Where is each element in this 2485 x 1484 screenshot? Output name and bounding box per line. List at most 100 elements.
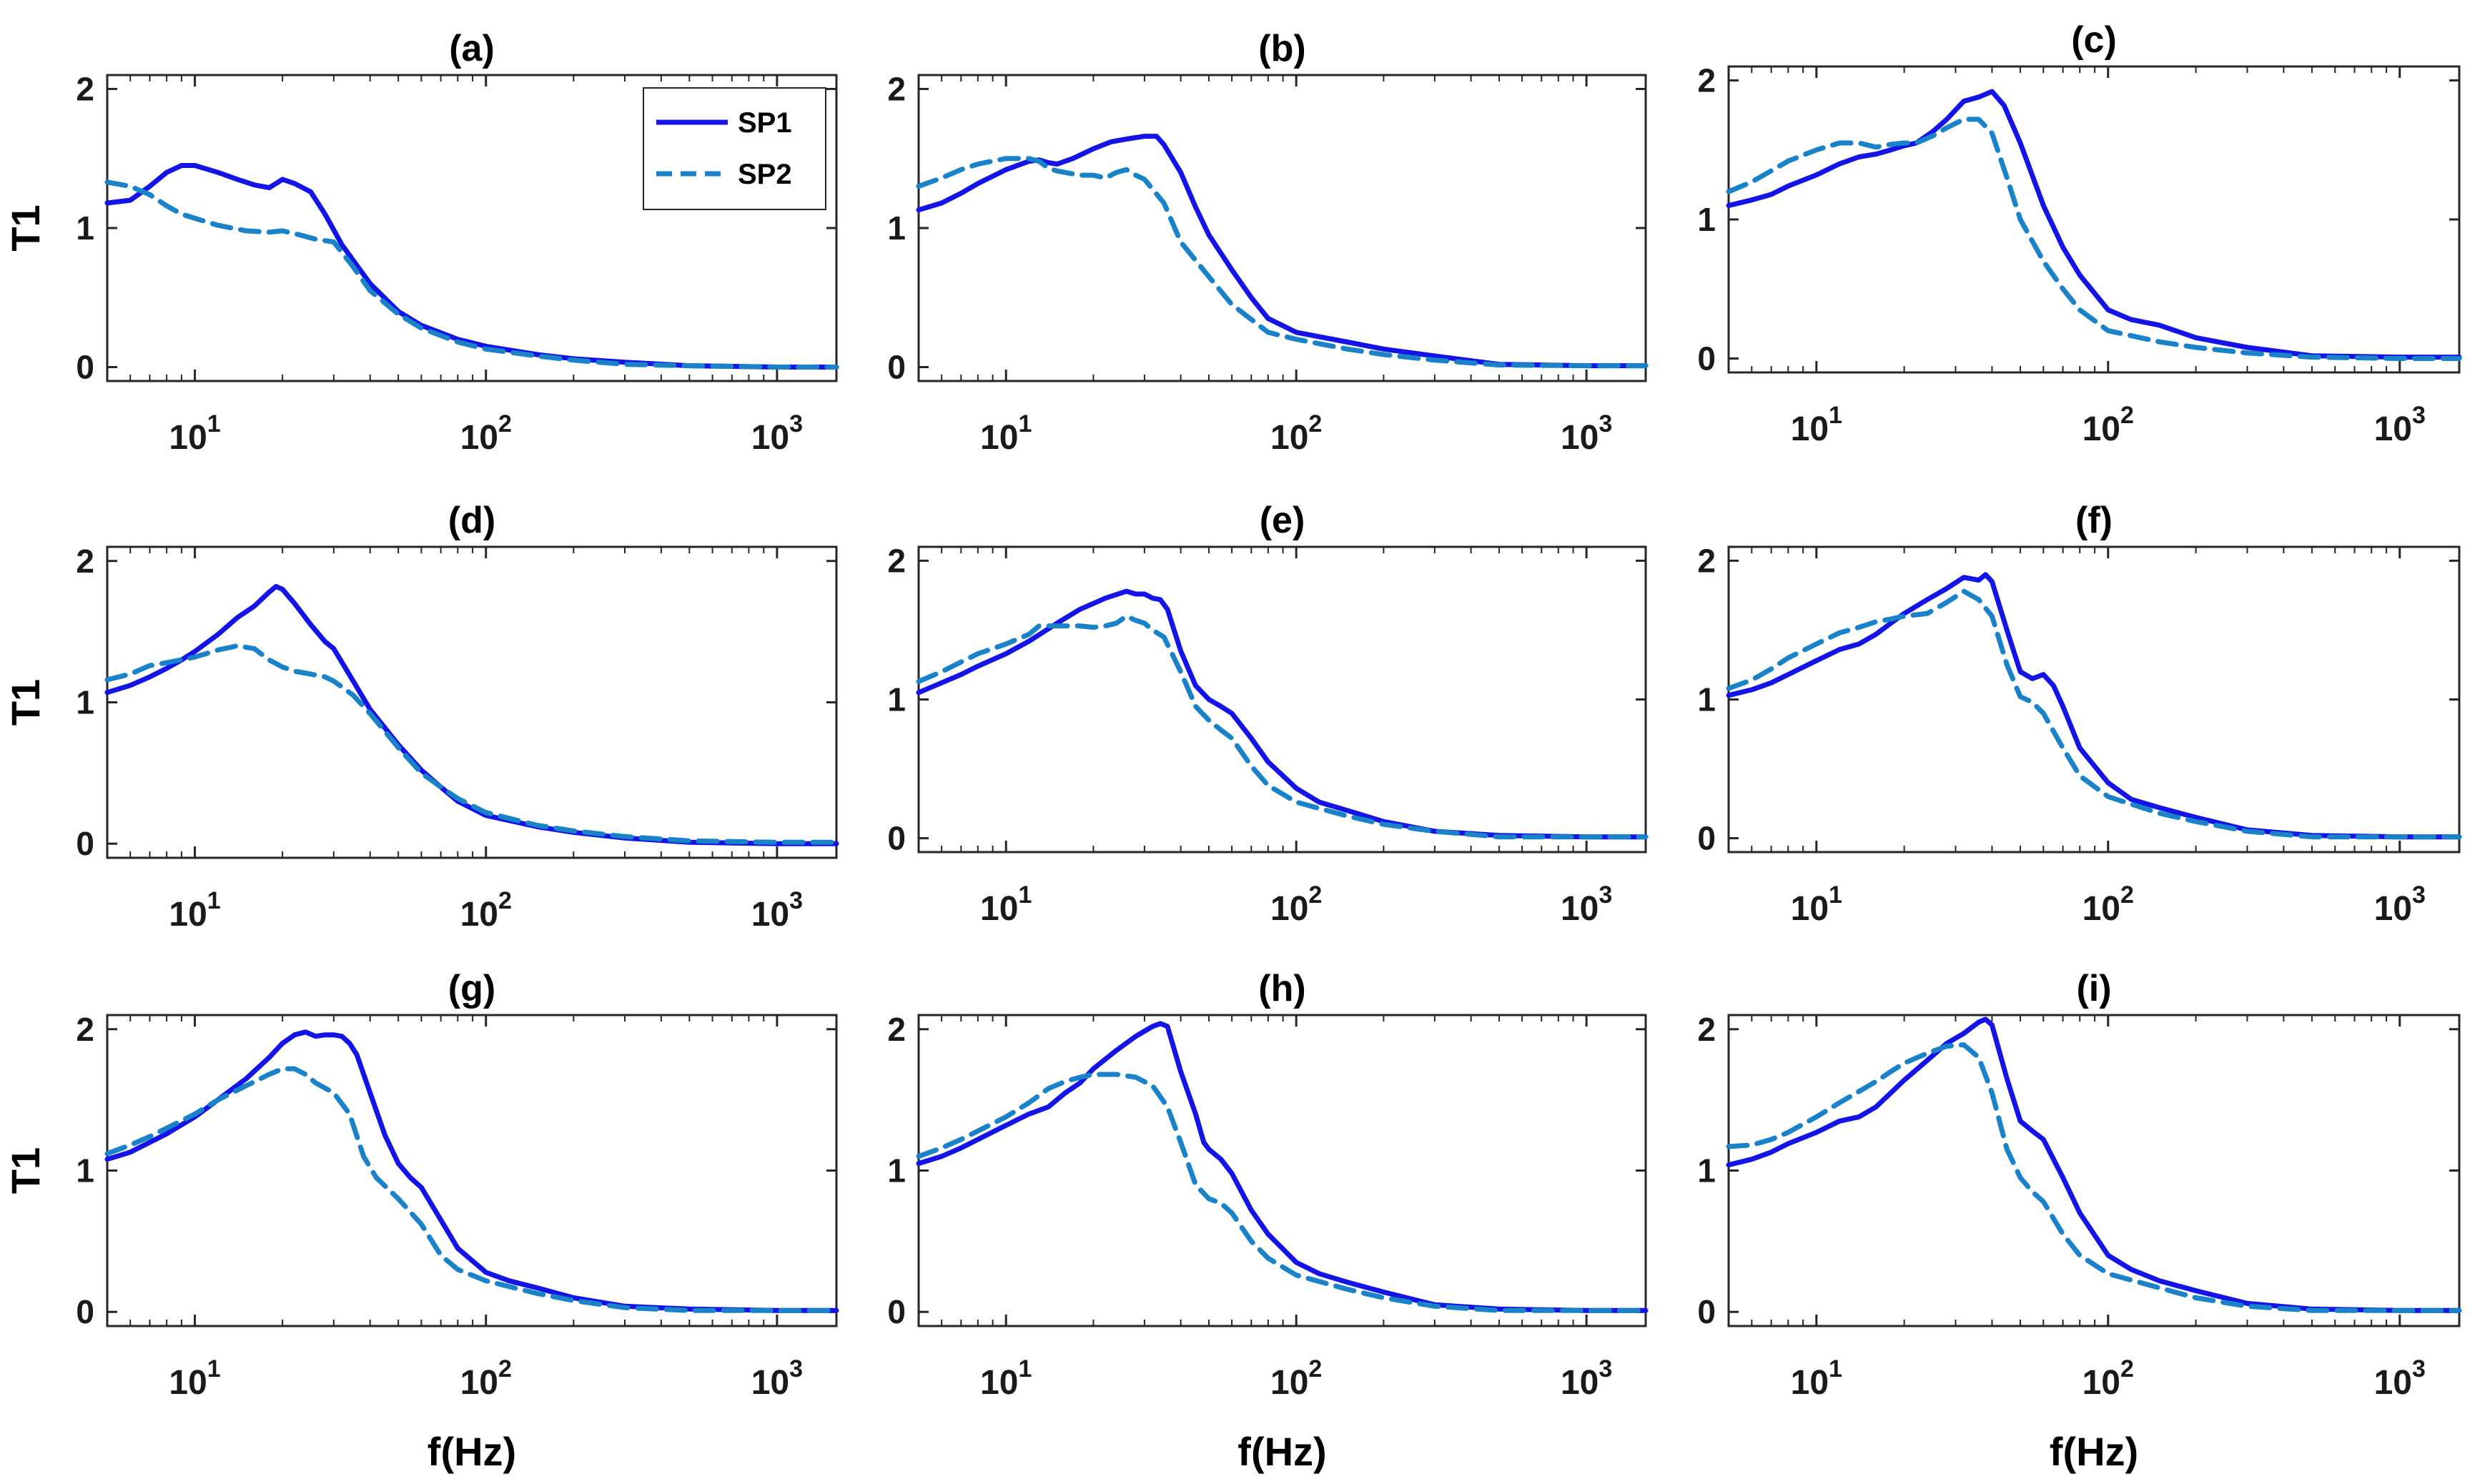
x-tick-label: 101: [1791, 402, 1842, 448]
y-tick-label: 1: [76, 1152, 94, 1189]
series-line-sp1: [1726, 1016, 2462, 1313]
x-tick-label: 102: [2083, 881, 2134, 928]
x-tick-label: 102: [460, 1355, 512, 1402]
x-tick-label: 102: [2083, 402, 2134, 448]
y-axis-label: T1: [3, 679, 48, 726]
x-tick-label: 103: [2374, 881, 2426, 928]
x-tick-label: 103: [2374, 1355, 2426, 1402]
x-tick-label: 101: [169, 410, 220, 457]
axes-frame: [1727, 1014, 2461, 1327]
x-tick-label: 102: [1270, 410, 1322, 457]
legend-box: [643, 87, 826, 210]
x-tick-label: 101: [1791, 1355, 1842, 1402]
panel-title: (g): [448, 968, 495, 1009]
y-tick-label: 1: [1697, 681, 1716, 718]
series-line-sp2: [1726, 117, 2462, 361]
series-line-sp1: [916, 134, 1649, 369]
y-tick-label: 1: [76, 684, 94, 721]
y-tick-label: 1: [1697, 1152, 1716, 1189]
x-tick-label: 103: [751, 410, 803, 457]
y-tick-label: 1: [887, 681, 906, 718]
y-tick-label: 2: [887, 70, 906, 107]
x-tick-label: 101: [980, 1355, 1032, 1402]
axes-frame: [106, 1014, 838, 1327]
panel-title: (f): [2075, 500, 2113, 541]
subplot-e: (e) 0 1 2 101 102 103: [887, 500, 1649, 928]
subplot-f: (f) 0 1 2 101 102 103: [1697, 500, 2462, 928]
axes-frame: [106, 545, 838, 859]
y-tick-label: 0: [1697, 1293, 1716, 1330]
subplot-g: (g) 0 1 2 101 102 103 T1 f(Hz): [3, 968, 839, 1474]
panel-title: (a): [449, 28, 495, 69]
series-line-sp1: [916, 588, 1649, 840]
series-line-sp1: [1726, 89, 2462, 360]
y-axis-label: T1: [3, 204, 48, 251]
y-tick-label: 2: [76, 543, 94, 580]
series-line-sp2: [1726, 588, 2462, 840]
x-axis-label: f(Hz): [1237, 1429, 1326, 1474]
x-tick-label: 101: [980, 410, 1032, 457]
y-tick-label: 2: [887, 542, 906, 579]
subplot-b: (b) 0 1 2 101 102 103: [887, 28, 1649, 457]
y-tick-label: 0: [887, 349, 906, 386]
panel-title: (e): [1260, 500, 1305, 541]
series-line-sp1: [916, 1021, 1649, 1313]
y-axis-label: T1: [3, 1147, 48, 1194]
legend-label-sp2: SP2: [738, 159, 792, 190]
x-axis-label: f(Hz): [428, 1429, 516, 1474]
y-tick-label: 2: [76, 70, 94, 107]
x-tick-label: 103: [751, 887, 803, 934]
y-tick-label: 2: [1697, 542, 1716, 579]
axes-frame: [1727, 545, 2461, 854]
series-line-sp2: [1726, 1042, 2462, 1313]
x-tick-label: 103: [751, 1355, 803, 1402]
y-tick-label: 1: [887, 209, 906, 247]
panel-title: (b): [1258, 28, 1305, 69]
series-line-sp1: [1726, 572, 2462, 840]
x-tick-label: 101: [980, 881, 1032, 928]
subplot-c: (c) 0 1 2 101 102 103: [1697, 19, 2462, 448]
subplot-h: (h) 0 1 2 101 102 103 f(Hz): [887, 968, 1649, 1474]
axes-frame: [917, 545, 1647, 854]
y-tick-label: 0: [76, 825, 94, 862]
x-tick-label: 101: [169, 1355, 220, 1402]
y-tick-label: 1: [1697, 201, 1716, 238]
x-tick-label: 102: [1270, 1355, 1322, 1402]
subplot-d: (d) 0 1 2 101 102 103 T1: [3, 500, 839, 934]
series-line-sp2: [916, 1072, 1649, 1313]
x-tick-label: 102: [460, 410, 512, 457]
x-tick-label: 102: [1270, 881, 1322, 928]
axes-frame: [917, 74, 1647, 382]
subplot-i: (i) 0 1 2 101 102 103 f(Hz): [1697, 968, 2462, 1474]
x-tick-label: 102: [2083, 1355, 2134, 1402]
panel-title: (i): [2076, 968, 2111, 1009]
series-line-sp2: [104, 179, 839, 370]
axes-frame: [1727, 65, 2461, 374]
x-tick-label: 103: [1561, 410, 1612, 457]
legend: SP1 SP2: [643, 87, 826, 210]
series-line-sp1: [104, 583, 839, 846]
subplot-a: (a) 0 1 2 101 102 103 T1 SP1 SP2: [3, 28, 839, 457]
y-tick-label: 2: [1697, 1011, 1716, 1048]
legend-label-sp1: SP1: [738, 107, 792, 139]
axes-frame: [917, 1014, 1647, 1327]
panel-title: (h): [1258, 968, 1305, 1009]
series-line-sp2: [916, 156, 1649, 369]
x-tick-label: 103: [1561, 881, 1612, 928]
x-tick-label: 103: [2374, 402, 2426, 448]
y-tick-label: 2: [1697, 61, 1716, 99]
y-tick-label: 0: [887, 820, 906, 857]
x-tick-label: 103: [1561, 1355, 1612, 1402]
x-axis-label: f(Hz): [2050, 1429, 2138, 1474]
y-tick-label: 0: [76, 1293, 94, 1330]
series-line-sp2: [104, 643, 839, 845]
series-line-sp2: [104, 1066, 839, 1313]
y-tick-label: 0: [887, 1293, 906, 1330]
y-tick-label: 2: [76, 1011, 94, 1048]
panel-title: (d): [448, 500, 495, 541]
y-tick-label: 1: [76, 209, 94, 247]
y-tick-label: 0: [76, 349, 94, 386]
panel-title: (c): [2071, 19, 2117, 61]
y-tick-label: 1: [887, 1152, 906, 1189]
